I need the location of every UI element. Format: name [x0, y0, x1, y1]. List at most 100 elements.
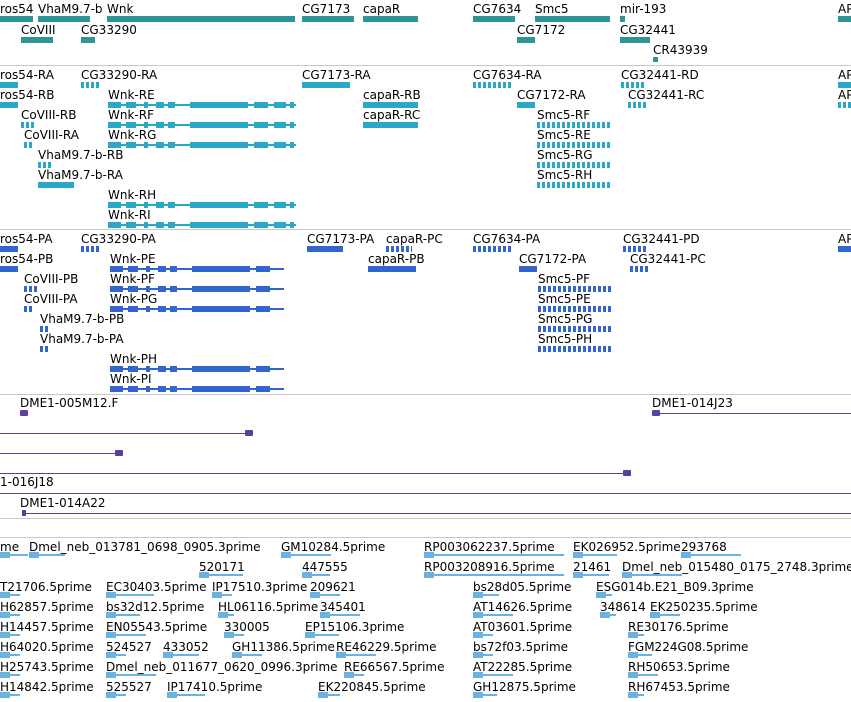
transcript-label[interactable]: Smc5-RE	[537, 128, 591, 142]
transcript-label[interactable]: CG32441-RC	[628, 88, 705, 102]
est-label[interactable]: H64020.5prime	[0, 640, 94, 654]
transcript-label[interactable]: ros54-RB	[0, 88, 55, 102]
gene-feature[interactable]	[838, 16, 851, 22]
est-label[interactable]: 525527	[106, 680, 152, 694]
transcript-feature[interactable]	[473, 82, 513, 88]
gene-label[interactable]: CG33290	[81, 23, 137, 37]
est-label[interactable]: bs28d05.5prime	[473, 580, 572, 594]
est-label[interactable]: AT03601.5prime	[473, 620, 573, 634]
gene-label[interactable]: CG32441	[620, 23, 676, 37]
transcript-feature[interactable]	[108, 222, 296, 228]
clone-line[interactable]	[660, 413, 851, 414]
protein-feature[interactable]	[630, 266, 648, 272]
gene-feature[interactable]	[473, 16, 515, 22]
transcript-label[interactable]: AP	[838, 88, 851, 102]
est-label[interactable]: me	[0, 540, 20, 554]
est-feature[interactable]	[218, 612, 234, 618]
est-feature[interactable]	[681, 552, 741, 558]
transcript-label[interactable]: CG33290-RA	[81, 68, 158, 82]
est-feature[interactable]	[305, 632, 339, 638]
clone-label[interactable]: DME1-014J23	[652, 396, 733, 410]
transcript-feature[interactable]	[0, 102, 18, 108]
est-feature[interactable]	[473, 632, 493, 638]
transcript-feature[interactable]	[24, 142, 34, 148]
est-label[interactable]: bs32d12.5prime	[106, 600, 205, 614]
protein-label[interactable]: AP	[838, 232, 851, 246]
protein-label[interactable]: CG32441-PD	[623, 232, 700, 246]
est-feature[interactable]	[29, 552, 65, 558]
protein-label[interactable]: CoVIII-PA	[24, 292, 78, 306]
transcript-feature[interactable]	[21, 122, 35, 128]
protein-feature[interactable]	[81, 246, 99, 252]
est-feature[interactable]	[106, 692, 126, 698]
est-label[interactable]: GH12875.5prime	[473, 680, 576, 694]
est-feature[interactable]	[318, 692, 340, 698]
protein-label[interactable]: VhaM9.7-b-PB	[40, 312, 125, 326]
est-label[interactable]: 447555	[302, 560, 348, 574]
est-label[interactable]: AT14626.5prime	[473, 600, 573, 614]
transcript-label[interactable]: CoVIII-RA	[24, 128, 79, 142]
est-label[interactable]: EN05543.5prime	[106, 620, 208, 634]
clone-end[interactable]	[623, 470, 631, 476]
gene-label[interactable]: CG7172	[517, 23, 566, 37]
gene-label[interactable]: CoVIII	[21, 23, 56, 37]
est-label[interactable]: ESG014b.E21_B09.3prime	[596, 580, 754, 594]
protein-label[interactable]: Wnk-PI	[110, 372, 152, 386]
est-feature[interactable]	[0, 632, 20, 638]
est-feature[interactable]	[320, 612, 360, 618]
est-feature[interactable]	[310, 592, 340, 598]
est-feature[interactable]	[106, 612, 140, 618]
transcript-feature[interactable]	[108, 202, 296, 208]
est-label[interactable]: Dmel_neb_011677_0620_0996.3prime	[106, 660, 338, 674]
est-feature[interactable]	[628, 692, 644, 698]
est-label[interactable]: H25743.5prime	[0, 660, 94, 674]
protein-feature[interactable]	[623, 246, 647, 252]
transcript-feature[interactable]	[302, 82, 350, 88]
est-feature[interactable]	[336, 652, 376, 658]
transcript-feature[interactable]	[537, 122, 612, 128]
transcript-label[interactable]: Smc5-RG	[537, 148, 593, 162]
est-label[interactable]: 520171	[199, 560, 245, 574]
gene-label[interactable]: capaR	[363, 2, 401, 16]
transcript-label[interactable]: AP	[838, 68, 851, 82]
gene-feature[interactable]	[620, 37, 650, 43]
transcript-feature[interactable]	[621, 82, 645, 88]
clone-line[interactable]	[0, 453, 116, 454]
clone-end[interactable]	[22, 510, 26, 516]
protein-label[interactable]: Smc5-PE	[538, 292, 591, 306]
protein-label[interactable]: CoVIII-PB	[24, 272, 79, 286]
protein-feature[interactable]	[24, 306, 34, 312]
est-label[interactable]: RP003208916.5prime	[424, 560, 555, 574]
est-feature[interactable]	[622, 572, 682, 578]
est-feature[interactable]	[473, 692, 497, 698]
est-label[interactable]: Dmel_neb_015480_0175_2748.3prime	[622, 560, 851, 574]
est-feature[interactable]	[302, 572, 330, 578]
est-label[interactable]: EP15106.3prime	[305, 620, 405, 634]
est-feature[interactable]	[106, 652, 126, 658]
transcript-feature[interactable]	[517, 102, 535, 108]
est-label[interactable]: H14842.5prime	[0, 680, 94, 694]
est-label[interactable]: RH67453.5prime	[628, 680, 730, 694]
est-feature[interactable]	[628, 672, 658, 678]
protein-feature[interactable]	[0, 246, 18, 252]
est-feature[interactable]	[424, 552, 564, 558]
transcript-feature[interactable]	[38, 162, 52, 168]
transcript-feature[interactable]	[628, 102, 648, 108]
clone-line[interactable]	[22, 513, 851, 514]
transcript-feature[interactable]	[537, 162, 612, 168]
gene-feature[interactable]	[81, 37, 95, 43]
gene-label[interactable]: CG7634	[473, 2, 522, 16]
est-feature[interactable]	[212, 592, 232, 598]
est-label[interactable]: RE46229.5prime	[336, 640, 437, 654]
transcript-label[interactable]: capaR-RB	[363, 88, 421, 102]
protein-label[interactable]: Smc5-PG	[538, 312, 593, 326]
est-label[interactable]: 524527	[106, 640, 152, 654]
transcript-label[interactable]: VhaM9.7-b-RB	[38, 148, 124, 162]
protein-label[interactable]: VhaM9.7-b-PA	[40, 332, 124, 346]
transcript-feature[interactable]	[537, 142, 612, 148]
clone-end[interactable]	[652, 410, 660, 416]
protein-feature[interactable]	[40, 346, 50, 352]
est-feature[interactable]	[424, 572, 564, 578]
gene-label[interactable]: CG7173	[302, 2, 351, 16]
est-feature[interactable]	[473, 612, 513, 618]
